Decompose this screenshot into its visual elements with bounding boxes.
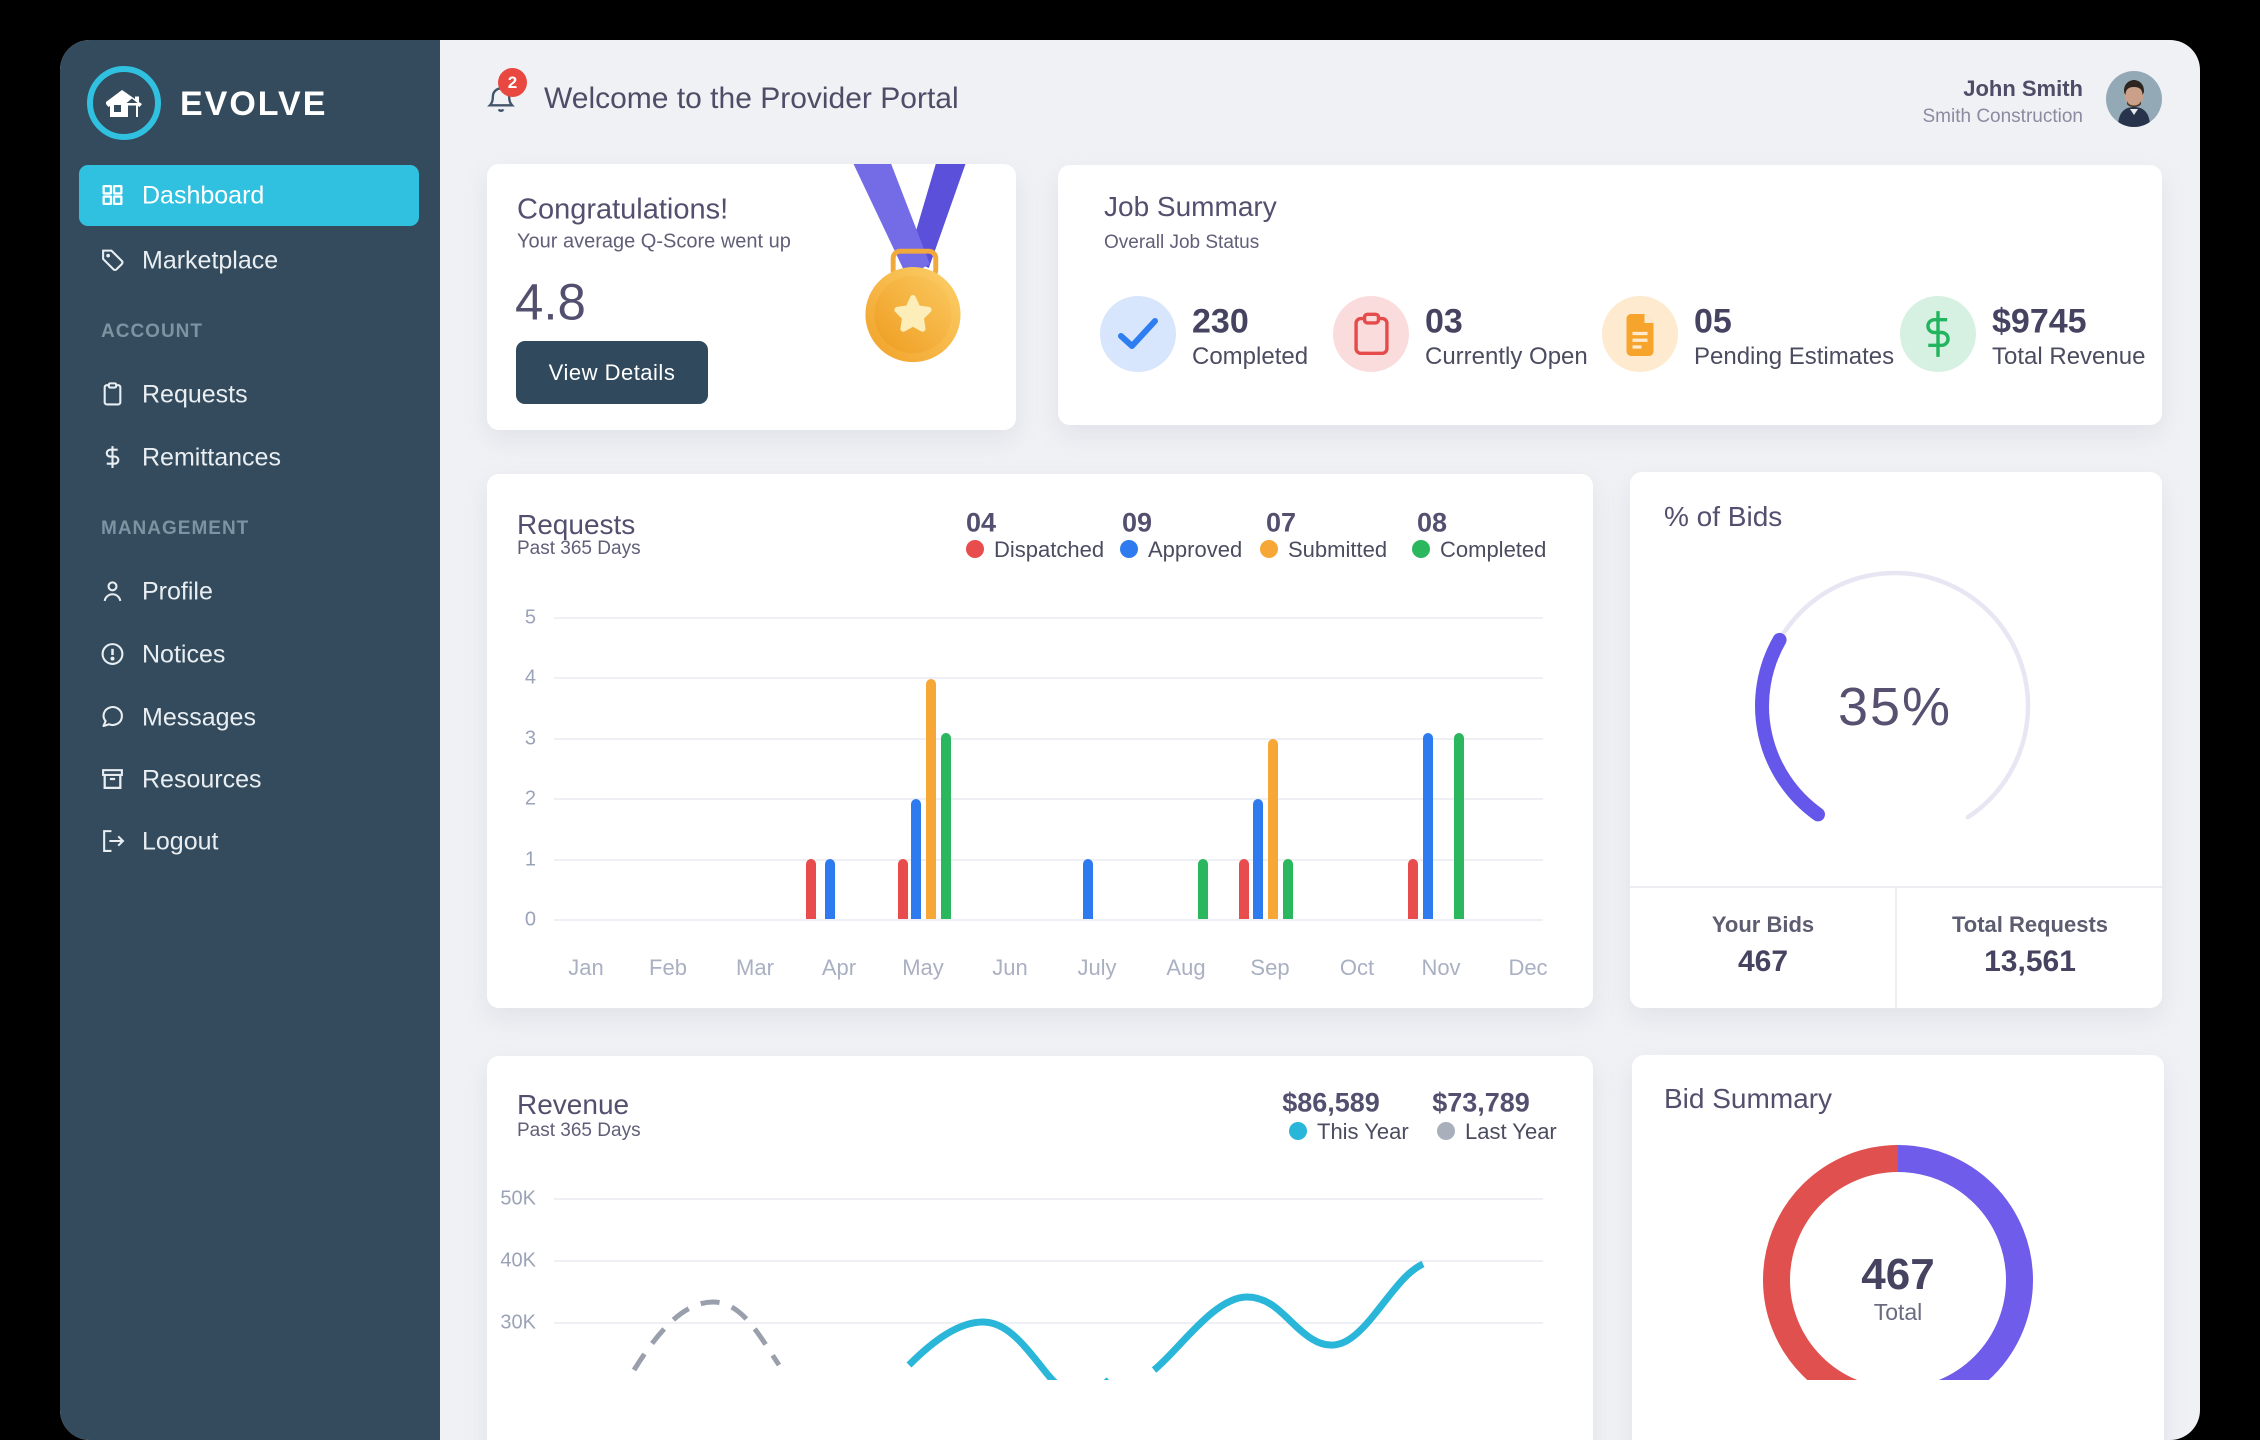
- svg-text:467: 467: [1861, 1250, 1934, 1299]
- svg-text:35%: 35%: [1838, 677, 1952, 737]
- svg-text:Total: Total: [1874, 1299, 1923, 1325]
